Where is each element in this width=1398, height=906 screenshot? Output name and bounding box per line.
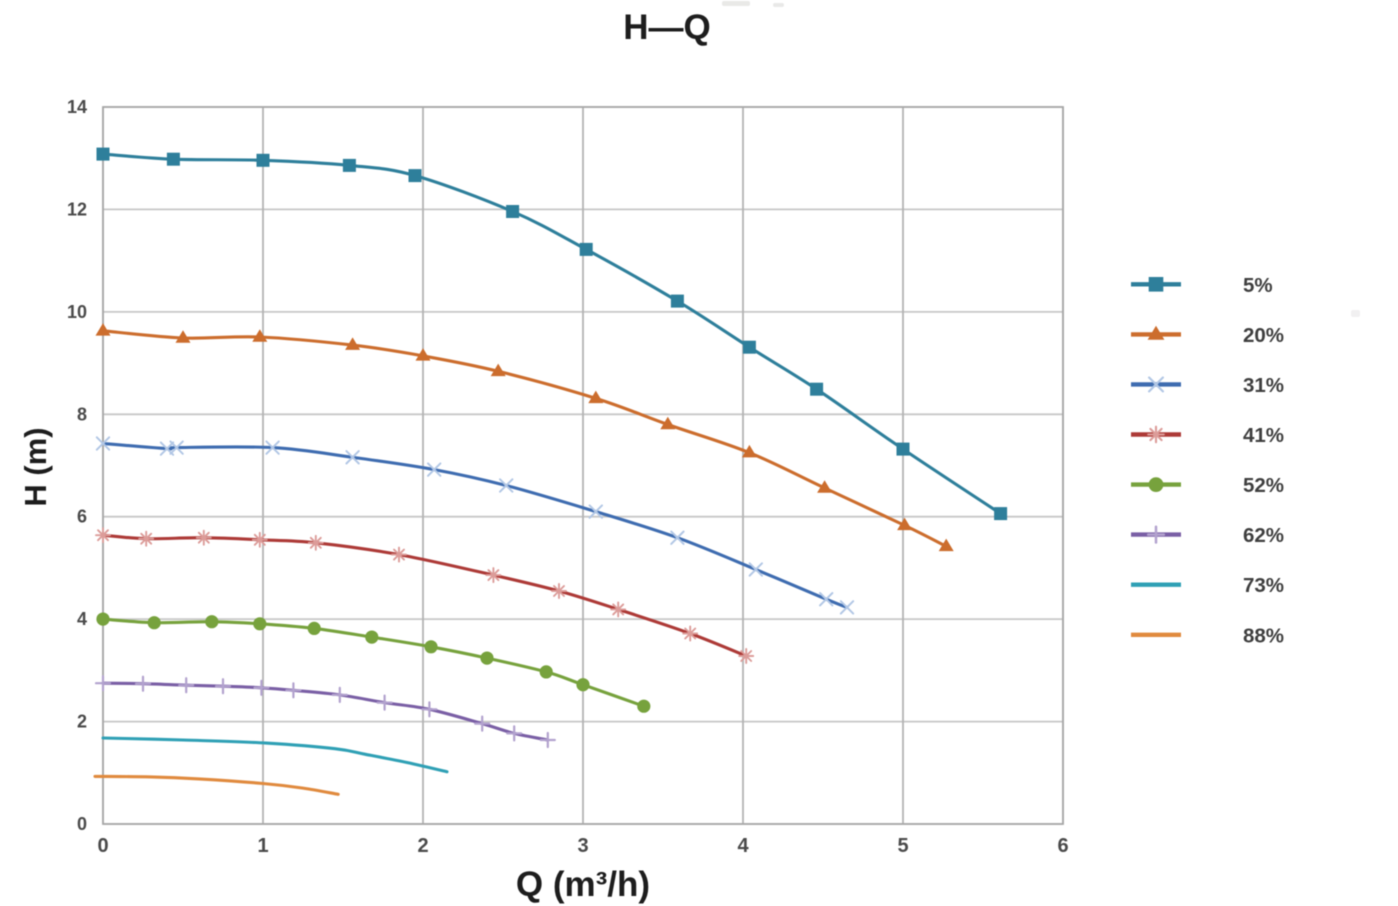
svg-text:73%: 73% — [1243, 574, 1284, 597]
svg-text:62%: 62% — [1243, 524, 1284, 547]
svg-text:3: 3 — [577, 835, 588, 857]
svg-text:10: 10 — [67, 302, 87, 322]
svg-text:0: 0 — [77, 814, 87, 834]
svg-text:5: 5 — [897, 835, 908, 857]
svg-text:6: 6 — [1057, 835, 1068, 857]
svg-text:20%: 20% — [1243, 324, 1284, 347]
svg-text:H—Q: H—Q — [623, 8, 711, 47]
svg-text:6: 6 — [77, 507, 87, 527]
svg-text:5%: 5% — [1243, 274, 1273, 297]
svg-text:52%: 52% — [1243, 474, 1284, 497]
svg-text:14: 14 — [67, 97, 87, 117]
svg-text:2: 2 — [77, 712, 87, 732]
svg-text:Q (m³/h): Q (m³/h) — [516, 865, 650, 904]
svg-text:12: 12 — [67, 199, 87, 219]
svg-text:4: 4 — [737, 835, 749, 857]
svg-text:8: 8 — [77, 404, 87, 424]
svg-text:2: 2 — [417, 835, 428, 857]
svg-text:H (m): H (m) — [18, 427, 53, 506]
svg-text:31%: 31% — [1243, 374, 1284, 397]
svg-text:0: 0 — [97, 835, 108, 857]
svg-text:1: 1 — [257, 835, 268, 857]
svg-text:88%: 88% — [1243, 624, 1284, 647]
svg-text:41%: 41% — [1243, 424, 1284, 447]
svg-text:4: 4 — [77, 609, 87, 629]
